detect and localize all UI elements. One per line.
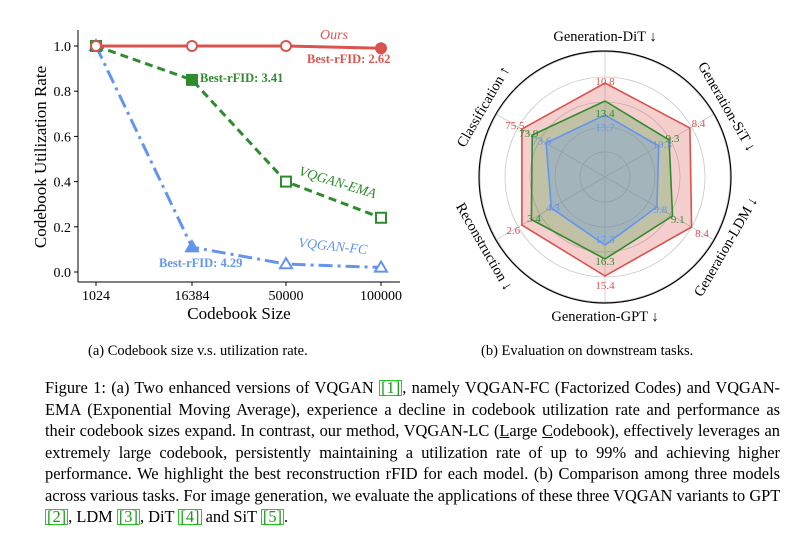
radar-value-label: 73.6 [532,136,552,148]
x-tick-label: 1024 [82,289,110,304]
radar-value-label: 8.4 [692,118,706,130]
caption-text: arge [509,421,542,440]
radar-axis-label: Generation-SiT ↓ [694,59,758,154]
data-point-vqgan-fc [373,259,389,273]
radar-axis-label: Generation-GPT ↓ [551,309,658,325]
radar-polygon-ours [521,82,693,277]
y-tick-label: 0.4 [54,176,72,191]
radar-value-label: 13.7 [595,122,615,134]
series-label-ema: VQGAN-EMA [297,164,378,202]
y-tick-label: 0.0 [54,266,72,281]
radar-value-label: 8.4 [695,228,709,240]
y-axis-label: Codebook Utilization Rate [31,66,50,248]
data-point-vqgan-fc [278,256,294,270]
series-line-vqgan-ema [95,44,382,220]
x-axis-label: Codebook Size [187,304,290,323]
radar-value-label: 9.8 [654,204,668,216]
caption-text: , LDM [68,507,117,526]
radar-value-label: 2.6 [506,225,520,237]
radar-value-label: 73.9 [519,128,539,140]
caption-text: , DiT [139,507,179,526]
annotation-ema: Best-rFID: 3.41 [200,71,283,85]
series-label-fc: VQGAN-FC [298,236,369,258]
data-point-ours [375,42,387,55]
data-point-ours [90,40,102,52]
caption-text: . [283,507,289,526]
annotation-fc: Best-rFID: 4.29 [159,256,242,270]
annotation-ours: Best-rFID: 2.62 [307,52,390,66]
radar-value-label: 9.3 [666,133,680,145]
y-tick-label: 0.2 [54,221,72,236]
series-line-ours [96,44,382,50]
radar-value-label: 9.1 [671,214,685,226]
data-point-vqgan-ema [280,175,292,188]
radar-value-label: 75.5 [505,120,525,132]
caption-text: , namely VQGAN-FC (Factorized Codes) and… [45,378,780,440]
radar-value-label: 16.3 [595,256,615,268]
radar-value-label: 4.3 [546,202,560,214]
data-point-vqgan-ema [375,211,387,224]
caption-text: and SiT [201,507,261,526]
radar-value-label: 17.3 [595,234,615,246]
x-tick-label: 100000 [360,289,402,304]
y-tick-label: 1.0 [54,40,72,55]
y-tick-label: 0.6 [54,130,72,145]
series-line-vqgan-fc [94,45,382,269]
radar-outer-ring [478,50,732,304]
x-tick-label: 16384 [175,289,210,304]
data-point-vqgan-ema [186,73,198,86]
figure-caption: Figure 1: (a) Two enhanced versions of V… [45,377,780,528]
citation-link[interactable]: [4] [178,507,202,526]
citation-link[interactable]: [1] [379,378,403,397]
downstream-radar-chart: 10.8 8.4 8.4 15.4 2.6 75.5 13.4 9.3 9.1 16.3 3.4 73… [452,29,761,325]
x-tick-label: 50000 [269,289,304,304]
caption-underline: C [541,421,553,440]
citation-link[interactable]: [5] [260,507,284,526]
radar-value-label: 15.4 [595,280,615,292]
radar-value-label: 10.8 [595,76,615,88]
utilization-line-chart: 0.00.20.40.60.81.0 1024 16384 50000 100000 … [31,28,402,323]
radar-value-label: 10.3 [653,139,673,151]
caption-text: odebook), effectively leverages an extre… [45,421,780,505]
data-point-vqgan-fc [184,239,200,253]
radar-spoke [496,114,606,178]
data-point-ours [280,40,292,52]
series-label-ours: Ours [320,28,349,43]
radar-axis-label: Reconstruction ↓ [452,200,515,293]
y-tick-label: 0.8 [54,85,72,100]
radar-spoke [604,176,714,240]
radar-axis-label: Classification ↑ [454,64,513,150]
radar-value-label: 3.4 [527,213,541,225]
radar-value-label: 13.4 [595,108,615,120]
caption-underline: L [499,421,510,440]
radar-polygon-vqgan-fc [545,114,660,246]
citation-link[interactable]: [2] [45,507,69,526]
data-point-ours [186,40,198,52]
radar-axis-label: Generation-DiT ↓ [553,29,656,45]
subcaption-b: (b) Evaluation on downstream tasks. [481,343,694,359]
caption-text: Figure 1: (a) Two enhanced versions of V… [45,378,380,397]
subcaption-a: (a) Codebook size v.s. utilization rate. [88,343,308,359]
citation-link[interactable]: [3] [116,507,140,526]
